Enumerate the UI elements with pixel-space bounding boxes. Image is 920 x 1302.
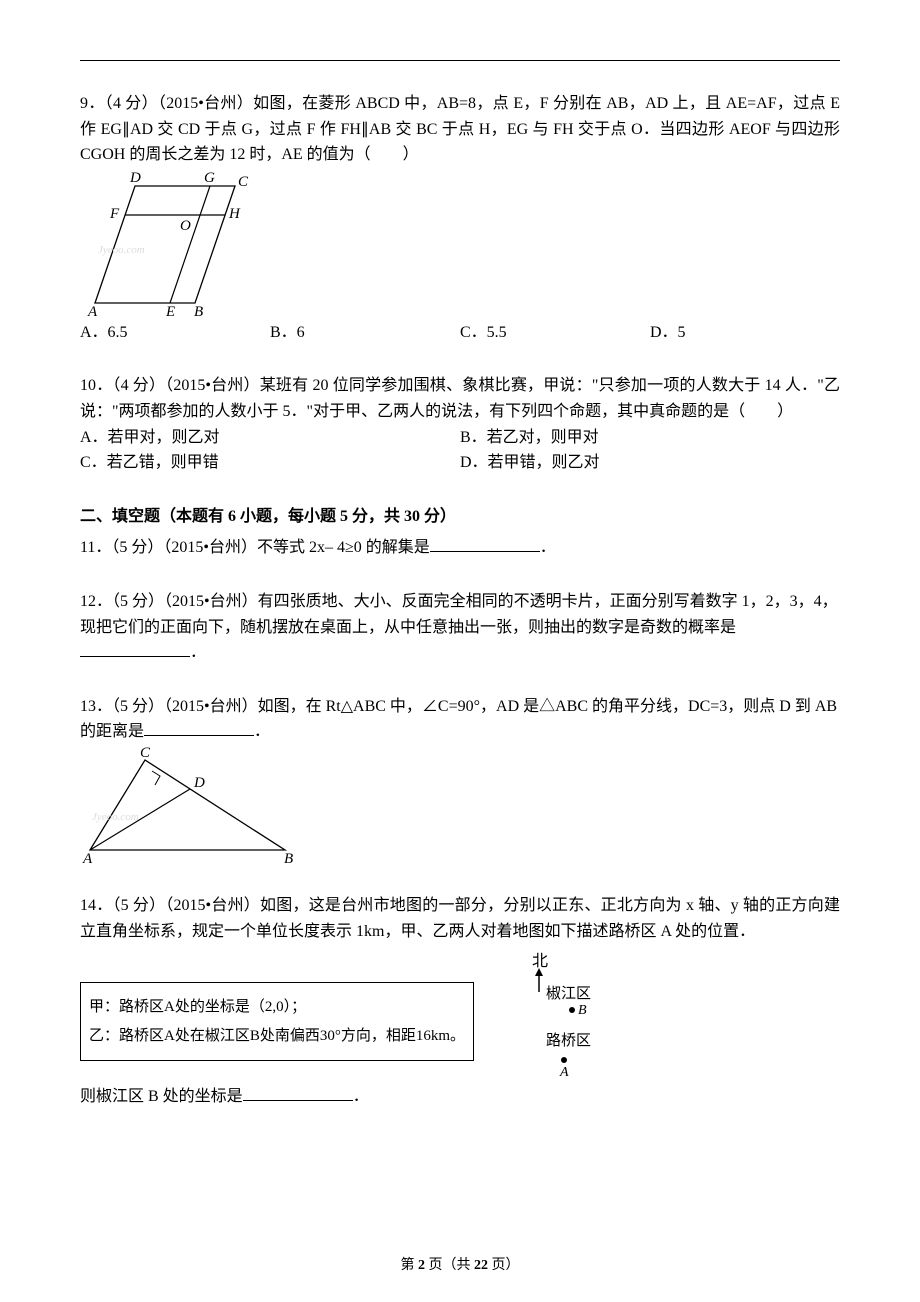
q14-pre: 则椒江区 B 处的坐标是 (80, 1088, 243, 1105)
label-B: B (284, 851, 293, 865)
q14-box-line2: 乙：路桥区A处在椒江区B处南偏西30°方向，相距16km。 (89, 1022, 465, 1051)
question-10: 10．（4 分）（2015•台州）某班有 20 位同学参加围棋、象棋比赛，甲说：… (80, 373, 840, 475)
q12-blank (80, 640, 190, 657)
footer-pre: 第 (401, 1258, 419, 1273)
label-B: B (194, 304, 203, 318)
q11-post: ． (540, 539, 556, 556)
label-C: C (238, 174, 249, 190)
q11-pre: 11．（5 分）（2015•台州）不等式 2x– 4≥0 的解集是 (80, 539, 430, 556)
label-O: O (180, 218, 191, 234)
watermark: Jyeoo.com (98, 244, 145, 256)
q9-text: 9．（4 分）（2015•台州）如图，在菱形 ABCD 中，AB=8，点 E，F… (80, 91, 840, 168)
label-Apt: A (559, 1065, 569, 1080)
q11-blank (430, 535, 540, 552)
question-13: 13．（5 分）（2015•台州）如图，在 Rt△ABC 中，∠C=90°，AD… (80, 694, 840, 865)
q12-pre: 12．（5 分）（2015•台州）有四张质地、大小、反面完全相同的不透明卡片，正… (80, 593, 838, 636)
q14-map: 北 椒江区 B 路桥区 A (484, 950, 604, 1080)
q14-blank (243, 1084, 353, 1101)
page-footer: 第 2 页（共 22 页） (0, 1255, 920, 1277)
question-9: 9．（4 分）（2015•台州）如图，在菱形 ABCD 中，AB=8，点 E，F… (80, 91, 840, 345)
q14-description-box: 甲：路桥区A处的坐标是（2,0）； 乙：路桥区A处在椒江区B处南偏西30°方向，… (80, 982, 474, 1061)
label-A: A (87, 304, 98, 318)
footer-mid: 页（共 (425, 1258, 474, 1273)
label-D: D (193, 775, 205, 791)
question-11: 11．（5 分）（2015•台州）不等式 2x– 4≥0 的解集是 ． (80, 535, 840, 561)
label-F: F (109, 206, 120, 222)
q9-opt-c: C．5.5 (460, 320, 650, 346)
section-2-title: 二、填空题（本题有 6 小题，每小题 5 分，共 30 分） (80, 504, 840, 530)
label-C: C (140, 745, 151, 761)
footer-total: 22 (474, 1258, 488, 1273)
q12-post: ． (190, 644, 206, 661)
q13-figure: C D A B Jyeoo.com (80, 745, 310, 865)
question-12: 12．（5 分）（2015•台州）有四张质地、大小、反面完全相同的不透明卡片，正… (80, 589, 840, 666)
q10-opt-d: D．若甲错，则乙对 (460, 450, 840, 476)
q9-opt-d: D．5 (650, 320, 840, 346)
q10-opt-a: A．若甲对，则乙对 (80, 425, 460, 451)
label-D: D (129, 170, 141, 186)
q10-text: 10．（4 分）（2015•台州）某班有 20 位同学参加围棋、象棋比赛，甲说：… (80, 373, 840, 424)
label-Bpt: B (578, 1003, 587, 1018)
footer-page: 2 (418, 1258, 425, 1273)
q9-opt-b: B．6 (270, 320, 460, 346)
q14-post: ． (353, 1088, 369, 1105)
label-A: A (82, 851, 93, 865)
q9-figure: D G C F O H A E B Jyeoo.com (80, 168, 260, 318)
watermark: Jyeoo.com (92, 811, 139, 823)
q10-opt-c: C．若乙错，则甲错 (80, 450, 460, 476)
label-H: H (228, 206, 241, 222)
q13-post: ． (254, 723, 270, 740)
label-G: G (204, 170, 215, 186)
q10-opt-b: B．若乙对，则甲对 (460, 425, 840, 451)
label-luqiao: 路桥区 (546, 1032, 591, 1049)
top-rule (80, 60, 840, 61)
q10-options: A．若甲对，则乙对 B．若乙对，则甲对 C．若乙错，则甲错 D．若甲错，则乙对 (80, 425, 840, 476)
label-north: 北 (532, 952, 548, 970)
label-jiaojiang: 椒江区 (546, 985, 591, 1002)
q14-text: 14．（5 分）（2015•台州）如图，这是台州市地图的一部分，分别以正东、正北… (80, 893, 840, 944)
q9-opt-a: A．6.5 (80, 320, 270, 346)
question-14: 14．（5 分）（2015•台州）如图，这是台州市地图的一部分，分别以正东、正北… (80, 893, 840, 1110)
q9-options: A．6.5 B．6 C．5.5 D．5 (80, 320, 840, 346)
q14-box-line1: 甲：路桥区A处的坐标是（2,0）； (89, 993, 465, 1022)
label-E: E (165, 304, 175, 318)
q13-blank (144, 719, 254, 736)
footer-post: 页） (488, 1258, 520, 1273)
